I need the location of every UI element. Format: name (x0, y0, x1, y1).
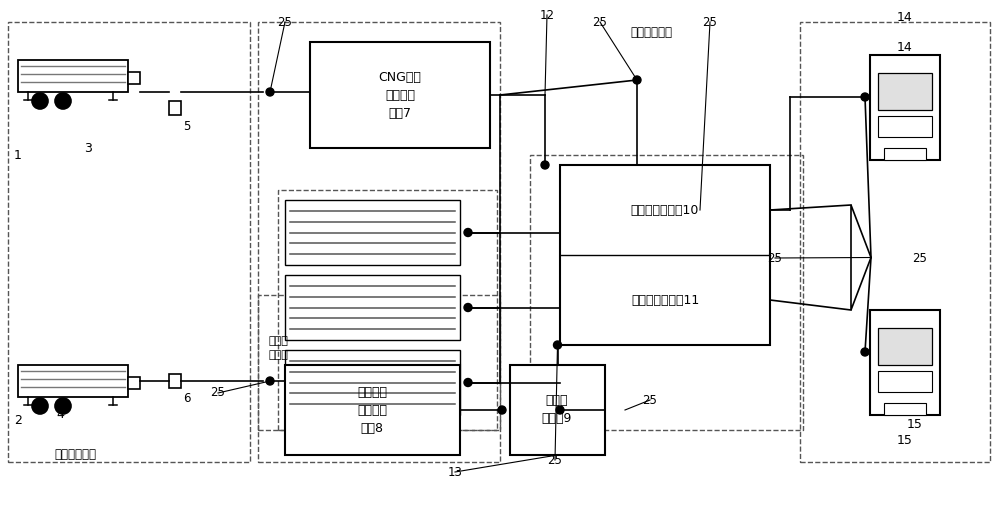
Text: 5: 5 (183, 120, 191, 132)
Circle shape (55, 93, 71, 109)
Circle shape (37, 403, 43, 409)
Bar (530, 155, 803, 430)
Circle shape (464, 229, 472, 236)
Bar (18, 60, 128, 92)
Circle shape (556, 406, 564, 414)
Circle shape (266, 88, 274, 96)
Circle shape (32, 93, 48, 109)
Bar (128, 72, 140, 84)
Bar (878, 116, 932, 137)
Circle shape (55, 398, 71, 414)
Text: 4: 4 (56, 409, 64, 421)
Text: 混合升
压系统: 混合升 压系统 (268, 336, 288, 360)
Bar (870, 55, 940, 160)
Circle shape (541, 161, 549, 169)
Circle shape (633, 76, 641, 84)
Text: CNG专用
活塞压缩
机组7: CNG专用 活塞压缩 机组7 (379, 70, 421, 120)
Text: 25: 25 (643, 393, 657, 407)
Bar (18, 365, 128, 397)
Text: 1: 1 (14, 149, 22, 162)
Text: 15: 15 (897, 433, 913, 447)
Text: 第二顺序控制盘11: 第二顺序控制盘11 (631, 294, 699, 307)
Text: 氢气专用
隔膜压缩
机组8: 氢气专用 隔膜压缩 机组8 (357, 385, 387, 434)
Text: 25: 25 (768, 251, 782, 265)
Bar (258, 22, 500, 430)
Bar (878, 371, 932, 392)
Bar (285, 350, 460, 415)
Text: 12: 12 (540, 9, 554, 21)
Text: 13: 13 (448, 465, 462, 479)
Circle shape (498, 406, 506, 414)
Circle shape (554, 341, 562, 349)
Bar (169, 374, 181, 388)
Text: 25: 25 (211, 386, 225, 400)
Circle shape (266, 377, 274, 385)
Bar (310, 42, 490, 148)
Circle shape (37, 98, 43, 104)
Bar (258, 295, 500, 462)
Circle shape (861, 348, 869, 356)
Text: 6: 6 (183, 392, 191, 406)
Bar (285, 275, 460, 340)
Bar (285, 365, 460, 455)
Bar (884, 403, 926, 415)
Bar (800, 22, 990, 462)
Text: 3: 3 (84, 141, 92, 155)
Text: 15: 15 (907, 418, 923, 431)
Bar (8, 22, 250, 462)
Bar (510, 365, 605, 455)
Bar (285, 200, 460, 265)
Circle shape (60, 98, 66, 104)
Bar (884, 148, 926, 160)
Text: 前置处理系统: 前置处理系统 (54, 449, 96, 461)
Text: 25: 25 (548, 453, 562, 466)
Circle shape (60, 403, 66, 409)
Circle shape (861, 93, 869, 101)
Circle shape (464, 379, 472, 386)
Text: 14: 14 (897, 41, 913, 54)
Bar (878, 328, 932, 365)
Text: 25: 25 (278, 16, 292, 28)
Bar (870, 310, 940, 415)
Text: 25: 25 (913, 251, 927, 265)
Bar (560, 165, 770, 345)
Text: 25: 25 (703, 16, 717, 28)
Text: 25: 25 (593, 16, 607, 28)
Bar (878, 73, 932, 110)
Text: 加注存储系统: 加注存储系统 (630, 25, 672, 39)
Circle shape (464, 304, 472, 311)
Text: 第一顺序控制盘10: 第一顺序控制盘10 (631, 203, 699, 216)
Circle shape (32, 398, 48, 414)
Bar (128, 377, 140, 389)
Bar (169, 101, 181, 115)
Text: 2: 2 (14, 414, 22, 426)
Text: 高压混
合装置9: 高压混 合装置9 (542, 394, 572, 425)
Bar (278, 190, 497, 430)
Text: 14: 14 (897, 11, 913, 23)
